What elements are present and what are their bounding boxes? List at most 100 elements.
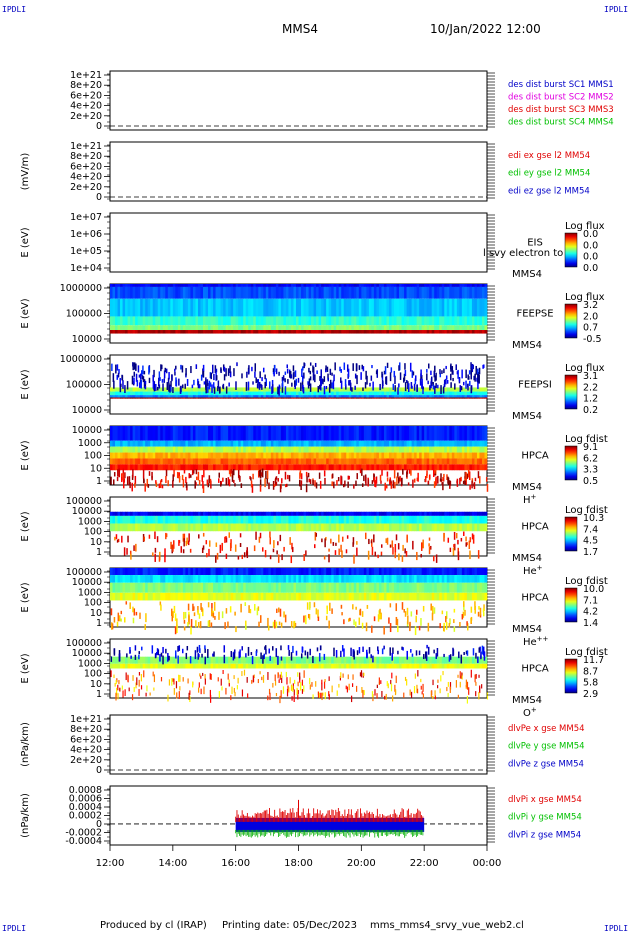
ytick-label: 2e+20 <box>70 182 102 193</box>
ytick-label: 6e+20 <box>70 90 102 101</box>
instrument-label: HPCA <box>521 522 549 533</box>
ylabel: (nPa/km) <box>20 722 31 767</box>
ytick-label: 1000000 <box>60 354 102 365</box>
panel-frame <box>109 212 488 273</box>
instrument-label: HPCA <box>521 451 549 462</box>
overlay-text: l svy electron to <box>483 248 563 259</box>
legend-entry: dlvPi z gse MM54 <box>508 830 581 840</box>
legend-entry: edi ex gse l2 MM54 <box>508 151 590 161</box>
ytick-label: 2e+20 <box>70 755 102 766</box>
x-axis: 12:00 14:00 16:00 18:00 20:00 22:00 00:00 <box>96 845 502 869</box>
colorbar-tick: 7.1 <box>583 595 598 606</box>
xtick-label: 14:00 <box>158 858 187 869</box>
colorbar-tick: 0.0 <box>583 252 598 263</box>
xtick-label: 20:00 <box>347 858 376 869</box>
panel-frame <box>109 141 488 202</box>
ytick-label: 0.0008 <box>69 785 102 796</box>
instrument-sc: MMS4 <box>512 553 542 564</box>
colorbar-tick: 0.0 <box>583 263 598 274</box>
ytick-label: 10 <box>90 608 102 619</box>
ytick-label: 10000 <box>72 405 102 416</box>
legend-entry: des dist burst SC3 MMS3 <box>508 105 614 115</box>
xtick-label: 18:00 <box>284 858 313 869</box>
ylabel: E (eV) <box>20 440 31 470</box>
ytick-label: 1e+06 <box>70 229 102 240</box>
ytick-label: 10000 <box>72 506 102 517</box>
colorbar-tick: 0.0 <box>583 229 598 240</box>
ytick-label: 0 <box>96 121 102 132</box>
legend-entry: dlvPi y gse MM54 <box>508 813 582 823</box>
ytick-label: 1e+04 <box>70 263 102 274</box>
colorbar-title: Log flux <box>565 292 605 303</box>
panel-frame <box>109 70 488 131</box>
colorbar-tick: 2.9 <box>583 689 598 700</box>
ytick-label: 6e+20 <box>70 161 102 172</box>
ytick-label: 1 <box>96 618 102 629</box>
corner-label-bottom-left: IPDLI <box>2 924 27 933</box>
instrument-label: HPCA <box>521 664 549 675</box>
ytick-label: 1e+21 <box>70 141 102 152</box>
colorbar-tick: 2.0 <box>583 311 598 322</box>
ytick-label: 1e+21 <box>70 70 102 81</box>
colorbar-tick: 10.3 <box>583 513 604 524</box>
colorbar-tick: 0.2 <box>583 405 598 416</box>
ytick-label: 100000 <box>66 567 102 578</box>
ytick-label: 1000 <box>78 658 102 669</box>
colorbar-tick: 0.7 <box>583 323 598 334</box>
instrument-sc: MMS4 <box>512 411 542 422</box>
ytick-label: 10000 <box>72 425 102 436</box>
instrument-sc: MMS4 <box>512 482 542 493</box>
footer-produced-by: Produced by cl (IRAP) <box>100 920 207 931</box>
colorbar-tick: 7.4 <box>583 524 598 535</box>
panel-p5: 1000000 100000 10000 E (eV) FEEPSI MMS4 Log fl… <box>20 354 605 422</box>
legend-entry: des dist burst SC4 MMS4 <box>508 117 614 127</box>
ytick-label: 1000 <box>78 587 102 598</box>
ytick-label: 0 <box>96 192 102 203</box>
instrument-label: FEEPSI <box>518 380 552 391</box>
ytick-label: 100 <box>84 669 102 680</box>
colorbar-tick: 6.2 <box>583 453 598 464</box>
xtick-label: 00:00 <box>473 858 502 869</box>
colorbar <box>564 658 578 694</box>
ytick-label: 10000 <box>72 648 102 659</box>
colorbar-tick: 4.5 <box>583 536 598 547</box>
colorbar-title: Log fdist <box>565 505 608 516</box>
ytick-label: 0.0004 <box>69 802 102 813</box>
legend-entry: dlvPi x gse MM54 <box>508 795 582 805</box>
ytick-label: 0.0006 <box>69 794 102 805</box>
legend-entry: edi ez gse l2 MM54 <box>508 186 590 196</box>
colorbar-title: Log fdist <box>565 576 608 587</box>
instrument-label: HPCA <box>521 593 549 604</box>
legend-entry: dlvPe x gse MM54 <box>508 724 585 734</box>
instrument-sc: MMS4 <box>512 624 542 635</box>
ylabel: E (eV) <box>20 653 31 683</box>
colorbar-tick: 5.8 <box>583 678 598 689</box>
ytick-label: 4e+20 <box>70 745 102 756</box>
ytick-label: 10000 <box>72 577 102 588</box>
ylabel: (mV/m) <box>20 153 31 191</box>
ylabel: E (eV) <box>20 227 31 257</box>
colorbar <box>564 587 578 623</box>
colorbar <box>564 445 578 481</box>
ytick-label: 1 <box>96 547 102 558</box>
ytick-label: 10000 <box>72 334 102 345</box>
panel-p3: 1e+07 1e+06 1e+05 1e+04 E (eV) EIS MMS4 l svy e… <box>20 212 605 280</box>
colorbar-title: Log fdist <box>565 647 608 658</box>
ytick-label: 100000 <box>66 380 102 391</box>
ytick-label: 1 <box>96 476 102 487</box>
colorbar <box>564 516 578 552</box>
ytick-label: 2e+20 <box>70 111 102 122</box>
species-label: O+ <box>523 706 537 719</box>
ytick-label: 100 <box>84 451 102 462</box>
ytick-label: 1000 <box>78 438 102 449</box>
corner-label-top-right: IPDLI <box>604 5 629 14</box>
instrument-label: FEEPSE <box>516 309 553 320</box>
panel-p4: 1000000 100000 10000 E (eV) FEEPSE MMS4 Log fl… <box>20 283 605 351</box>
ytick-label: -0.0004 <box>65 836 102 847</box>
